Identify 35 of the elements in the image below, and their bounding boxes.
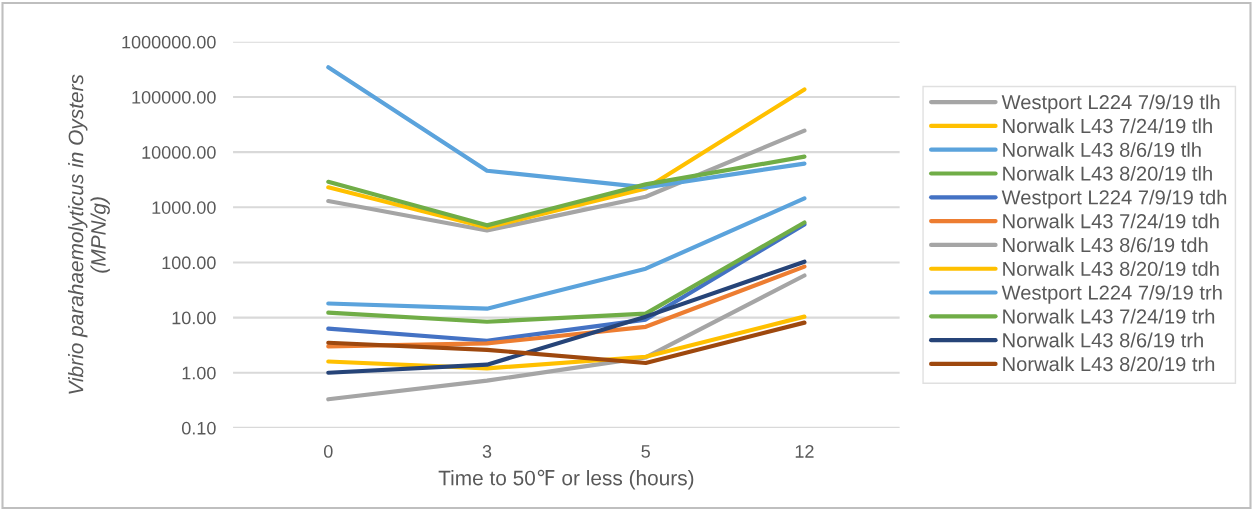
- y-tick-label: 10.00: [172, 311, 216, 325]
- y-tick-label: 100000.00: [132, 90, 216, 104]
- line-series: [326, 128, 807, 233]
- line-series: [326, 87, 807, 230]
- line-series: [326, 220, 807, 324]
- x-tick-label: 0: [323, 445, 333, 458]
- legend-label: Norwalk L43 7/24/19 trh: [1003, 308, 1215, 324]
- legend-label: Norwalk L43 8/20/19 tdh: [1003, 261, 1219, 276]
- y-tick-label: 1.00: [182, 366, 216, 380]
- y-tick-label: 1000.00: [152, 201, 216, 214]
- legend-label: Norwalk L43 8/6/19 tlh: [1003, 142, 1201, 157]
- legend-label: Westport L224 7/9/19 trh: [1001, 284, 1222, 304]
- line-series: [326, 273, 807, 402]
- x-tick-label: 3: [482, 445, 492, 458]
- y-axis-title: Vibrio parahaemolyticus in Oysters (MPN/g): [68, 74, 110, 394]
- y-tick-label: 1000000.00: [122, 35, 216, 49]
- legend-label: Norwalk L43 7/24/19 tlh: [1003, 118, 1212, 134]
- y-tick-label: 100.00: [162, 256, 216, 270]
- legend-label: Norwalk L43 8/6/19 tdh: [1003, 237, 1208, 253]
- line-series: [326, 65, 807, 190]
- legend-label: Westport L224 7/9/19 tlh: [1001, 94, 1220, 114]
- line-series: [326, 320, 807, 366]
- legend-label: Norwalk L43 8/20/19 trh: [1003, 356, 1215, 372]
- line-series: [326, 196, 807, 311]
- x-tick-label: 5: [641, 445, 650, 458]
- legend-label: Norwalk L43 7/24/19 tdh: [1003, 213, 1219, 229]
- x-tick-label: 12: [795, 445, 814, 458]
- legend-label: Norwalk L43 8/20/19 tlh: [1003, 165, 1212, 181]
- line-series: [326, 154, 807, 228]
- legend-label: Norwalk L43 8/6/19 trh: [1003, 332, 1203, 348]
- line-series: [326, 259, 807, 375]
- x-axis-title: Time to 50℉ or less (hours): [438, 469, 694, 490]
- legend-label: Westport L224 7/9/19 tdh: [1001, 189, 1227, 209]
- y-tick-label: 0.10: [181, 421, 216, 435]
- y-tick-label: 10000.00: [142, 146, 216, 159]
